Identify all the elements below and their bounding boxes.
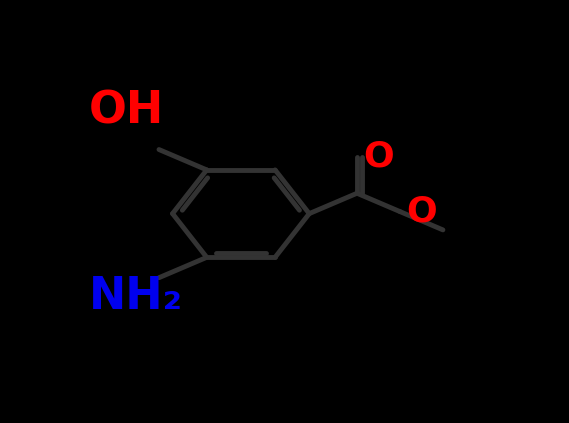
Text: OH: OH <box>89 90 164 133</box>
Text: NH₂: NH₂ <box>89 275 183 318</box>
Text: O: O <box>407 195 438 228</box>
Text: O: O <box>364 140 394 173</box>
